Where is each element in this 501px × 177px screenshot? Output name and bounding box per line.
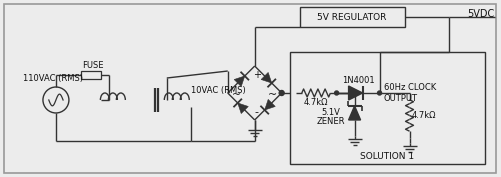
Polygon shape xyxy=(349,86,363,100)
Text: FUSE: FUSE xyxy=(82,61,104,70)
Text: 4.7kΩ: 4.7kΩ xyxy=(304,98,328,107)
Text: 10VAC (RMS): 10VAC (RMS) xyxy=(191,87,245,96)
Text: 4.7kΩ: 4.7kΩ xyxy=(411,111,436,120)
Text: 5V REGULATOR: 5V REGULATOR xyxy=(318,13,387,22)
Text: SOLUTION 1: SOLUTION 1 xyxy=(361,152,415,161)
Text: 1N4001: 1N4001 xyxy=(342,76,374,84)
Text: +: + xyxy=(253,70,261,80)
Bar xyxy=(290,52,485,164)
Text: 60Hz CLOCK
OUTPUT: 60Hz CLOCK OUTPUT xyxy=(384,83,436,103)
Text: ZENER: ZENER xyxy=(316,118,345,126)
Circle shape xyxy=(335,91,339,95)
Bar xyxy=(81,71,101,79)
Polygon shape xyxy=(265,99,275,110)
Circle shape xyxy=(279,90,284,96)
Text: 5.1V: 5.1V xyxy=(321,109,340,118)
Text: 110VAC (RMS): 110VAC (RMS) xyxy=(23,73,83,82)
Polygon shape xyxy=(349,106,361,120)
Bar xyxy=(300,7,404,27)
Polygon shape xyxy=(234,76,245,87)
Circle shape xyxy=(378,91,382,95)
Text: ~: ~ xyxy=(268,90,278,100)
Polygon shape xyxy=(237,103,248,113)
Text: ~: ~ xyxy=(232,90,241,100)
Text: 5VDC: 5VDC xyxy=(467,9,494,19)
Polygon shape xyxy=(261,72,272,83)
Text: -: - xyxy=(255,107,259,117)
